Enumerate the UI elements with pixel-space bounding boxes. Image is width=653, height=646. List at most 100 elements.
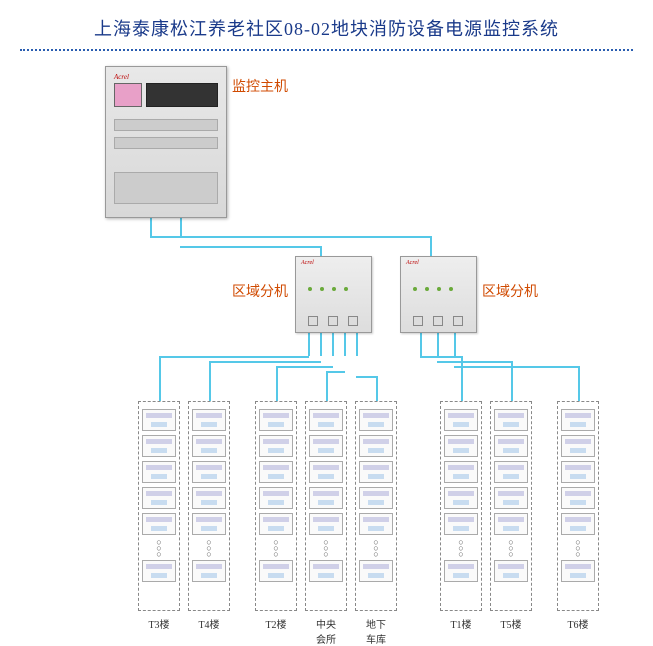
conn-line (180, 216, 182, 236)
led-icon (320, 287, 324, 291)
device-module (309, 461, 343, 483)
ellipsis-icon: ○ ○ ○ (256, 539, 296, 557)
conn-line (437, 331, 439, 356)
brand-label: Acrel (301, 260, 314, 266)
ellipsis-icon: ○ ○ ○ (558, 539, 598, 557)
device-module (309, 513, 343, 535)
led-icon (449, 287, 453, 291)
page-title: 上海泰康松江养老社区08-02地块消防设备电源监控系统 (10, 15, 643, 41)
device-module (192, 435, 226, 457)
device-module (192, 409, 226, 431)
knob-icon (413, 316, 423, 326)
ellipsis-icon: ○ ○ ○ (306, 539, 346, 557)
device-module (494, 487, 528, 509)
conn-line (180, 246, 320, 248)
device-module (259, 409, 293, 431)
device-module (309, 487, 343, 509)
column-label: 中央 会所 (305, 616, 347, 646)
device-module (259, 487, 293, 509)
knob-icon (328, 316, 338, 326)
conn-line (209, 361, 321, 363)
conn-line (159, 356, 309, 358)
device-module (444, 409, 478, 431)
host-slot (114, 172, 218, 204)
device-module (142, 409, 176, 431)
device-module (142, 487, 176, 509)
brand-label: Acrel (114, 73, 129, 81)
conn-line (420, 356, 462, 358)
ellipsis-icon: ○ ○ ○ (441, 539, 481, 557)
conn-line (578, 366, 580, 401)
column-label: T6楼 (557, 616, 599, 631)
conn-line (276, 366, 278, 401)
device-module (309, 409, 343, 431)
conn-line (150, 216, 152, 236)
device-module (444, 435, 478, 457)
column-label: T2楼 (255, 616, 297, 631)
conn-line (454, 366, 579, 368)
device-module (309, 560, 343, 582)
device-column: ○ ○ ○ (305, 401, 347, 611)
knob-icon (453, 316, 463, 326)
device-module (192, 461, 226, 483)
conn-line (511, 361, 513, 401)
title-divider (20, 49, 633, 51)
led-icon (344, 287, 348, 291)
device-module (259, 513, 293, 535)
device-module (192, 560, 226, 582)
device-column: ○ ○ ○ (440, 401, 482, 611)
device-module (309, 435, 343, 457)
host-panel (146, 83, 218, 107)
device-module (561, 461, 595, 483)
device-module (359, 560, 393, 582)
ellipsis-icon: ○ ○ ○ (356, 539, 396, 557)
device-column: ○ ○ ○ (138, 401, 180, 611)
device-column: ○ ○ ○ (255, 401, 297, 611)
conn-line (320, 246, 322, 256)
conn-line (326, 371, 345, 373)
device-module (359, 461, 393, 483)
conn-line (430, 236, 432, 256)
knob-icon (348, 316, 358, 326)
conn-line (209, 361, 211, 401)
device-module (192, 487, 226, 509)
device-module (259, 435, 293, 457)
knob-icon (308, 316, 318, 326)
knob-icon (433, 316, 443, 326)
column-label: T5楼 (490, 616, 532, 631)
conn-line (356, 376, 377, 378)
conn-line (320, 331, 322, 356)
conn-line (376, 376, 378, 401)
branch-box-2: Acrel (400, 256, 477, 333)
diagram-canvas: Acrel 监控主机 Acrel 区域分机 Acrel 区域分机 ○ ○ ○T3… (10, 66, 643, 626)
conn-line (150, 236, 430, 238)
device-module (359, 409, 393, 431)
device-column: ○ ○ ○ (355, 401, 397, 611)
device-module (142, 513, 176, 535)
conn-line (344, 331, 346, 356)
column-label: T4楼 (188, 616, 230, 631)
device-module (561, 409, 595, 431)
device-module (494, 409, 528, 431)
conn-line (308, 331, 310, 356)
device-column: ○ ○ ○ (490, 401, 532, 611)
led-icon (425, 287, 429, 291)
device-module (259, 560, 293, 582)
branch1-label: 区域分机 (232, 281, 288, 301)
conn-line (437, 361, 512, 363)
ellipsis-icon: ○ ○ ○ (139, 539, 179, 557)
device-module (192, 513, 226, 535)
device-module (359, 513, 393, 535)
conn-line (159, 356, 161, 401)
brand-label: Acrel (406, 260, 419, 266)
conn-line (276, 366, 333, 368)
device-module (444, 513, 478, 535)
column-label: T3楼 (138, 616, 180, 631)
led-icon (413, 287, 417, 291)
host-label: 监控主机 (232, 76, 288, 96)
column-label: 地下 车库 (355, 616, 397, 646)
branch2-label: 区域分机 (482, 281, 538, 301)
device-module (142, 461, 176, 483)
column-label: T1楼 (440, 616, 482, 631)
host-box: Acrel (105, 66, 227, 218)
